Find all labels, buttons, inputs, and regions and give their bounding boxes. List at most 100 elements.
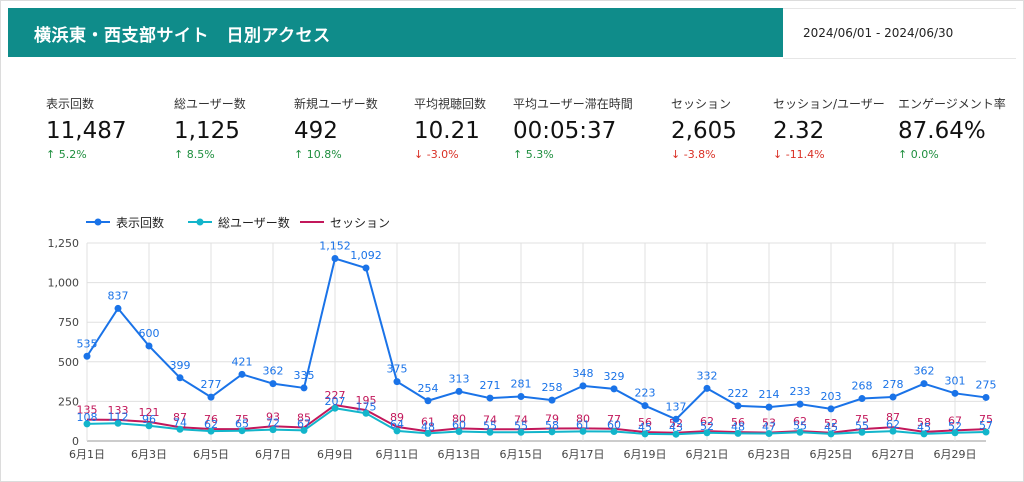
x-tick-label: 6月17日 (562, 448, 605, 461)
data-point (207, 393, 215, 401)
kpi-label: 平均視聴回数 (414, 97, 487, 111)
data-label: 74 (173, 416, 187, 429)
data-label: 175 (356, 400, 377, 413)
data-label: 61 (576, 418, 590, 431)
data-point (703, 429, 711, 437)
data-label: 79 (545, 412, 559, 425)
data-label: 96 (142, 413, 156, 426)
data-label: 133 (108, 404, 129, 417)
data-label: 258 (542, 381, 563, 394)
data-label: 203 (821, 390, 842, 403)
kpi-delta: ↑ 0.0% (898, 148, 1006, 161)
data-point (300, 384, 308, 392)
kpi-value: 00:05:37 (513, 118, 617, 144)
data-label: 600 (139, 327, 160, 340)
data-point (362, 409, 370, 417)
y-tick-label: 500 (58, 356, 79, 369)
kpi-delta-value: -11.4% (785, 148, 825, 161)
kpi-delta: ↑ 8.5% (174, 148, 246, 161)
kpi-card: 表示回数 11,487 ↑ 5.2% (46, 95, 126, 161)
report-header: 横浜東・西支部サイト 日別アクセス (8, 8, 783, 57)
data-label: 76 (204, 413, 218, 426)
data-point (393, 427, 401, 435)
data-label: 52 (948, 420, 962, 433)
kpi-delta-value: -3.8% (683, 148, 716, 161)
data-point (176, 374, 184, 382)
data-label: 67 (948, 414, 962, 427)
data-point (734, 429, 742, 437)
data-label: 135 (77, 404, 98, 417)
data-label: 62 (793, 415, 807, 428)
data-label: 48 (731, 420, 745, 433)
arrow-up-icon: ↑ (513, 148, 523, 161)
x-tick-label: 6月11日 (376, 448, 419, 461)
x-tick-label: 6月7日 (255, 448, 291, 461)
data-point (858, 395, 866, 403)
arrow-up-icon: ↑ (174, 148, 184, 161)
data-point (362, 264, 370, 272)
data-label: 278 (883, 378, 904, 391)
data-label: 55 (514, 419, 528, 432)
data-label: 58 (917, 416, 931, 429)
data-label: 421 (232, 355, 253, 368)
data-point (827, 430, 835, 438)
date-range-selector[interactable]: 2024/06/01 - 2024/06/30 (783, 8, 1016, 59)
kpi-delta-value: 5.2% (58, 148, 87, 161)
data-label: 1,152 (319, 240, 351, 253)
arrow-up-icon: ↑ (898, 148, 908, 161)
kpi-card: エンゲージメント率 87.64% ↑ 0.0% (898, 95, 1006, 161)
data-label: 348 (573, 367, 594, 380)
series-line (86, 257, 987, 421)
data-label: 254 (418, 382, 439, 395)
arrow-up-icon: ↑ (46, 148, 56, 161)
series-line (86, 403, 987, 434)
data-label: 121 (139, 406, 160, 419)
data-point (982, 393, 990, 401)
data-label: 87 (886, 411, 900, 424)
data-label: 77 (607, 413, 621, 426)
data-label: 399 (170, 359, 191, 372)
kpi-value: 2,605 (671, 118, 737, 144)
data-label: 85 (297, 412, 311, 425)
kpi-value: 87.64% (898, 118, 986, 144)
x-tick-label: 6月15日 (500, 448, 543, 461)
data-point (548, 396, 556, 404)
data-label: 233 (790, 385, 811, 398)
data-point (703, 384, 711, 392)
data-point (238, 370, 246, 378)
kpi-value: 492 (294, 118, 338, 144)
data-label: 222 (728, 387, 749, 400)
data-label: 48 (421, 420, 435, 433)
data-point (207, 427, 215, 435)
data-label: 137 (666, 400, 687, 413)
data-point (982, 428, 990, 436)
data-label: 214 (759, 388, 780, 401)
data-label: 80 (452, 412, 466, 425)
data-label: 57 (979, 419, 993, 432)
data-point (796, 400, 804, 408)
data-point (548, 428, 556, 436)
data-label: 362 (914, 365, 935, 378)
data-label: 108 (77, 411, 98, 424)
y-tick-label: 0 (72, 435, 79, 448)
arrow-down-icon: ↓ (414, 148, 424, 161)
data-label: 55 (483, 419, 497, 432)
series-line (86, 407, 987, 436)
data-label: 45 (917, 421, 931, 434)
x-tick-label: 6月19日 (624, 448, 667, 461)
y-tick-label: 1,000 (48, 277, 80, 290)
kpi-delta: ↑ 5.3% (513, 148, 633, 161)
kpi-value: 1,125 (174, 118, 240, 144)
data-label: 207 (325, 395, 346, 408)
data-label: 58 (545, 419, 559, 432)
kpi-delta: ↑ 5.2% (46, 148, 126, 161)
data-label: 75 (855, 413, 869, 426)
data-label: 75 (235, 413, 249, 426)
data-label: 837 (108, 289, 129, 302)
kpi-delta-value: 0.0% (910, 148, 939, 161)
kpi-card: セッション/ユーザー 2.32 ↓ -11.4% (773, 95, 885, 161)
data-point (486, 428, 494, 436)
kpi-card: 平均ユーザー滞在時間 00:05:37 ↑ 5.3% (513, 95, 633, 161)
kpi-label: 新規ユーザー数 (294, 97, 378, 111)
data-point (672, 430, 680, 438)
